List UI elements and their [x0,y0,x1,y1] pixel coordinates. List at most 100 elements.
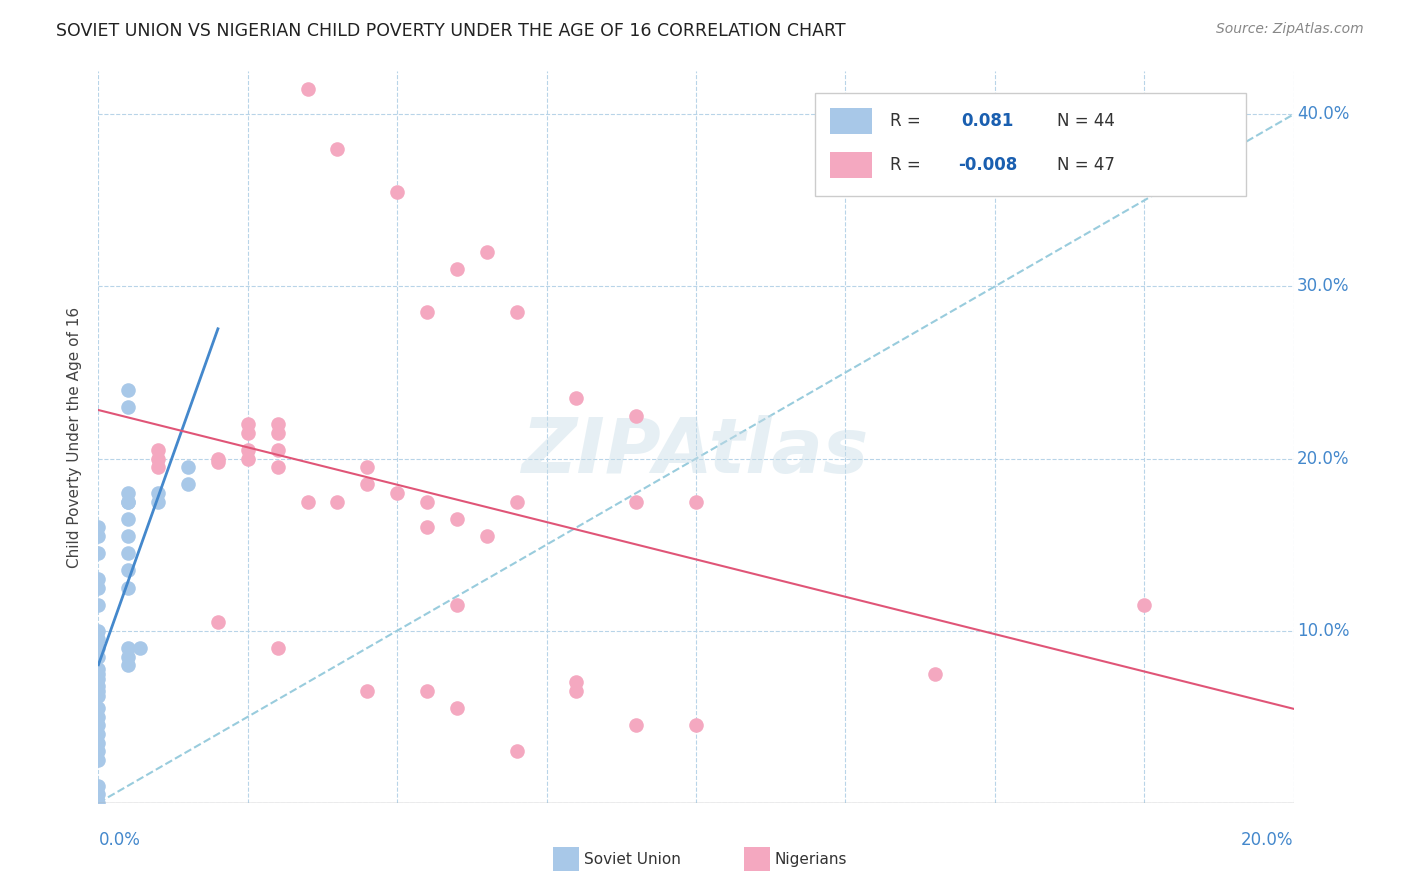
Point [624,718,647,732]
Point [446,262,468,277]
Text: Soviet Union: Soviet Union [583,852,681,867]
Point [87,684,110,698]
Point [117,546,139,560]
Point [267,640,290,655]
Point [416,520,439,534]
Point [87,640,110,655]
Point [565,675,588,690]
Text: 40.0%: 40.0% [1298,105,1350,123]
Point [87,727,110,741]
Point [87,649,110,664]
Point [117,658,139,673]
Text: -0.008: -0.008 [957,156,1017,174]
Point [87,662,110,676]
Text: Source: ZipAtlas.com: Source: ZipAtlas.com [1216,22,1364,37]
Point [236,451,259,466]
Point [506,744,529,758]
Text: 20.0%: 20.0% [1241,830,1294,848]
Point [685,494,707,508]
Point [129,640,152,655]
Point [356,684,378,698]
Point [416,684,439,698]
Point [177,460,200,475]
Point [236,417,259,432]
FancyBboxPatch shape [815,94,1246,195]
Point [267,460,290,475]
Point [117,564,139,578]
Point [207,615,229,629]
Point [87,624,110,638]
FancyBboxPatch shape [830,153,872,178]
Point [1133,598,1156,612]
Point [565,684,588,698]
Point [475,245,498,260]
Point [117,649,139,664]
Point [87,718,110,732]
Point [148,451,170,466]
Point [924,666,946,681]
Point [356,460,378,475]
Point [446,701,468,715]
Point [87,710,110,724]
Point [117,581,139,595]
Point [117,494,139,508]
Point [87,598,110,612]
FancyBboxPatch shape [744,847,770,871]
Point [148,486,170,500]
Point [87,787,110,801]
Point [87,672,110,686]
Point [385,185,409,199]
Point [87,779,110,793]
Point [117,512,139,526]
Point [87,689,110,703]
Text: Nigerians: Nigerians [775,852,848,867]
Point [117,529,139,543]
Point [87,666,110,681]
Text: 0.0%: 0.0% [98,830,141,848]
Point [267,425,290,440]
Point [385,486,409,500]
Point [506,305,529,319]
Point [87,520,110,534]
Text: R =: R = [890,156,925,174]
Point [416,305,439,319]
Point [148,460,170,475]
FancyBboxPatch shape [830,108,872,134]
Point [177,477,200,491]
Point [87,632,110,647]
Y-axis label: Child Poverty Under the Age of 16: Child Poverty Under the Age of 16 [67,307,83,567]
Point [236,442,259,457]
Point [624,409,647,423]
Point [446,512,468,526]
Point [297,81,319,95]
Point [87,581,110,595]
Text: SOVIET UNION VS NIGERIAN CHILD POVERTY UNDER THE AGE OF 16 CORRELATION CHART: SOVIET UNION VS NIGERIAN CHILD POVERTY U… [56,22,846,40]
Point [267,417,290,432]
Point [87,744,110,758]
Point [87,735,110,749]
Point [565,392,588,406]
Point [624,494,647,508]
Text: N = 47: N = 47 [1057,156,1115,174]
Point [297,494,319,508]
Point [356,477,378,491]
Text: N = 44: N = 44 [1057,112,1115,130]
Point [326,142,349,156]
Text: 10.0%: 10.0% [1298,622,1350,640]
Point [87,572,110,586]
Point [117,494,139,508]
Text: ZIPAtlas: ZIPAtlas [522,415,870,489]
Text: 0.081: 0.081 [962,112,1014,130]
Point [87,529,110,543]
Point [236,425,259,440]
Point [148,494,170,508]
Point [117,400,139,414]
Point [87,701,110,715]
Text: 30.0%: 30.0% [1298,277,1350,295]
Point [117,383,139,397]
Point [87,753,110,767]
Point [207,451,229,466]
Point [475,529,498,543]
Point [685,718,707,732]
Point [117,486,139,500]
